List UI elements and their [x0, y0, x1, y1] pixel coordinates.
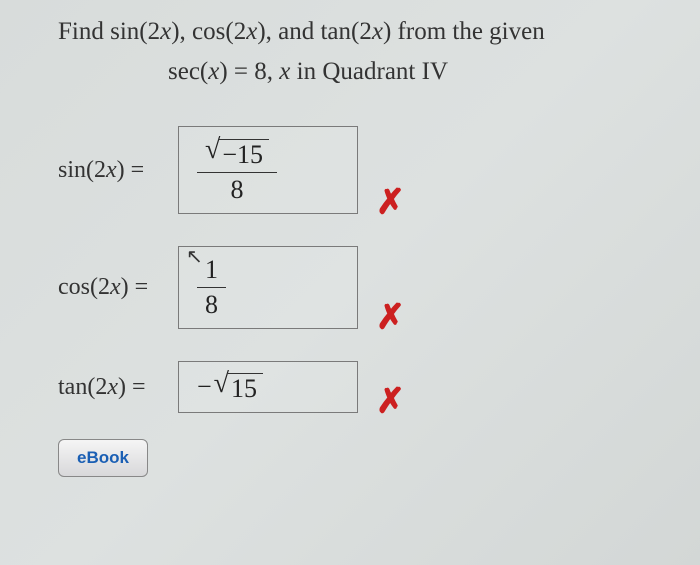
sin-fraction: √ −15 8 — [197, 135, 277, 205]
sin-label: sin(2x) = — [58, 157, 178, 184]
tan-answer-box[interactable]: − √ 15 — [178, 361, 358, 413]
tan-sqrt-content: 15 — [227, 373, 263, 404]
tan-var: x — [107, 374, 118, 400]
tan-minus: − — [197, 372, 212, 402]
q2-quad: in Quadrant IV — [290, 58, 448, 85]
q1-var3: x — [372, 18, 383, 45]
q2-eq: ) = 8, — [219, 58, 279, 85]
q2-var2: x — [279, 58, 290, 85]
ebook-button[interactable]: eBook — [58, 439, 148, 477]
q1-mid2: ), and tan(2 — [257, 18, 372, 45]
cursor-icon: ↖ — [186, 244, 203, 269]
q2-var1: x — [208, 58, 219, 85]
q1-var2: x — [246, 18, 257, 45]
answer-row-tan: tan(2x) = − √ 15 ✗ — [58, 361, 682, 413]
wrong-mark-icon: ✗ — [376, 381, 405, 421]
sin-sqrt-content: −15 — [218, 139, 269, 170]
answer-row-sin: sin(2x) = √ −15 8 ✗ — [58, 126, 682, 214]
cos-var: x — [110, 274, 121, 300]
wrong-mark-icon: ✗ — [376, 182, 405, 222]
cos-denominator: 8 — [197, 288, 226, 320]
cos-suffix: ) = — [121, 274, 149, 300]
tan-label: tan(2x) = — [58, 374, 178, 401]
tan-suffix: ) = — [118, 374, 146, 400]
cos-label: cos(2x) = — [58, 274, 178, 301]
sin-denominator: 8 — [223, 173, 252, 205]
sin-suffix: ) = — [117, 157, 145, 183]
question-line-2: sec(x) = 8, x in Quadrant IV — [168, 58, 682, 86]
sin-var: x — [106, 157, 117, 183]
sin-sqrt: √ −15 — [205, 136, 269, 170]
q1-var1: x — [160, 18, 171, 45]
answer-row-cos: ↖ cos(2x) = 1 8 ✗ — [58, 246, 682, 329]
question-line-1: Find sin(2x), cos(2x), and tan(2x) from … — [58, 18, 682, 46]
wrong-mark-icon: ✗ — [376, 297, 405, 337]
cos-prefix: cos(2 — [58, 274, 110, 300]
cos-answer-box[interactable]: 1 8 — [178, 246, 358, 329]
tan-prefix: tan(2 — [58, 374, 107, 400]
sin-prefix: sin(2 — [58, 157, 106, 183]
sin-numerator: √ −15 — [197, 135, 277, 173]
q1-suffix: ) from the given — [383, 18, 545, 45]
q2-prefix: sec( — [168, 58, 208, 85]
q1-mid1: ), cos(2 — [171, 18, 246, 45]
tan-sqrt: √ 15 — [214, 370, 263, 404]
sin-answer-box[interactable]: √ −15 8 — [178, 126, 358, 214]
q1-prefix: Find sin(2 — [58, 18, 160, 45]
